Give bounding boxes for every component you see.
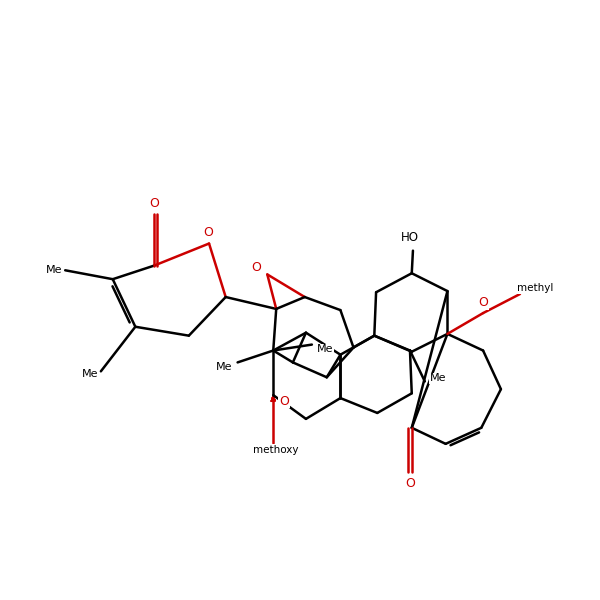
Text: methyl: methyl — [517, 283, 553, 293]
Text: O: O — [149, 197, 159, 209]
Text: Me: Me — [430, 373, 446, 383]
Text: Me: Me — [317, 344, 333, 355]
Text: Me: Me — [46, 265, 63, 275]
Text: O: O — [279, 395, 289, 407]
Text: O: O — [251, 261, 262, 274]
Text: Me: Me — [216, 362, 233, 372]
Text: Me: Me — [82, 370, 98, 379]
Text: O: O — [478, 296, 488, 309]
Text: O: O — [406, 476, 416, 490]
Text: methoxy: methoxy — [253, 445, 299, 455]
Text: HO: HO — [401, 231, 419, 244]
Text: O: O — [203, 226, 213, 239]
